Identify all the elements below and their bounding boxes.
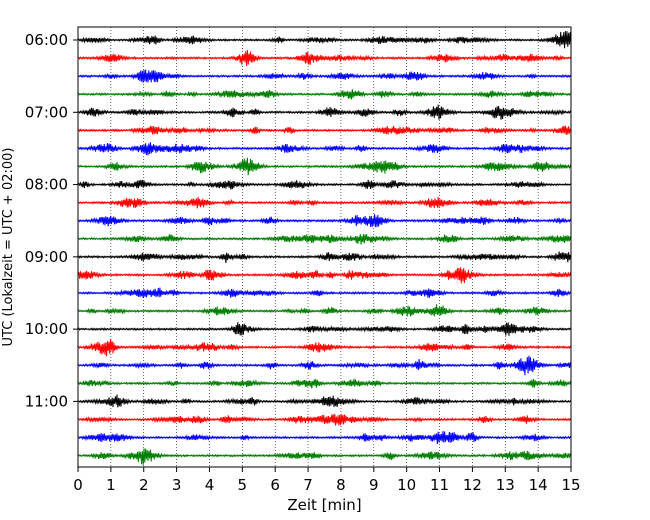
seismogram-trace [77,267,572,284]
x-tick-label: 3 [172,476,182,494]
seismogram-trace [77,251,572,264]
seismogram-trace [77,378,572,389]
seismogram-trace [77,142,572,156]
seismogram-trace [77,214,572,228]
seismogram-trace [77,394,572,408]
x-tick-label: 1 [106,476,116,494]
seismogram-trace [77,233,572,245]
x-tick-label: 13 [496,476,515,494]
seismogram-trace [77,287,572,298]
y-tick-label: 07:00 [25,103,68,121]
x-tick-label: 8 [336,476,346,494]
seismogram-trace [77,31,572,49]
y-tick-label: 08:00 [25,176,68,194]
seismogram-trace [77,338,572,357]
seismogram-trace [77,104,572,120]
seismogram-trace [77,413,572,426]
y-axis-ticks: 06:00 07:00 08:00 09:00 10:00 11:00 [25,31,78,410]
plot-background [78,27,571,467]
y-tick-label: 06:00 [25,31,68,49]
seismogram-trace [77,157,572,176]
seismogram-trace [77,179,572,190]
x-tick-label: 6 [270,476,280,494]
seismogram-trace [77,49,572,67]
x-axis-ticks: 0 1 2 3 4 5 6 7 8 9 10 11 12 13 14 15 [73,467,581,494]
seismogram-trace [77,69,572,83]
plot-frame [77,26,572,468]
x-axis-label: Zeit [min] [287,496,361,514]
x-tick-label: 10 [397,476,416,494]
x-tick-label: 0 [73,476,83,494]
seismogram-trace [77,322,572,336]
x-tick-label: 11 [430,476,449,494]
y-tick-label: 11:00 [25,392,68,410]
x-tick-label: 2 [139,476,149,494]
seismogram-trace [77,196,572,209]
seismogram-trace [77,125,572,136]
x-tick-label: 9 [369,476,379,494]
x-tick-label: 7 [303,476,313,494]
seismogram-trace [77,430,572,445]
x-tick-label: 5 [238,476,248,494]
seismogram-trace [77,355,572,376]
seismogram-trace [77,89,572,100]
seismogram-trace [77,304,572,317]
grid-lines [110,27,539,467]
seismogram-trace [77,448,572,465]
seismogram-traces [77,31,572,465]
y-tick-label: 09:00 [25,248,68,266]
y-tick-label: 10:00 [25,320,68,338]
x-tick-label: 12 [463,476,482,494]
y-axis-label: UTC (Lokalzeit = UTC + 02:00) [1,148,16,347]
x-tick-label: 14 [529,476,548,494]
x-tick-label: 4 [205,476,215,494]
x-tick-label: 15 [561,476,580,494]
